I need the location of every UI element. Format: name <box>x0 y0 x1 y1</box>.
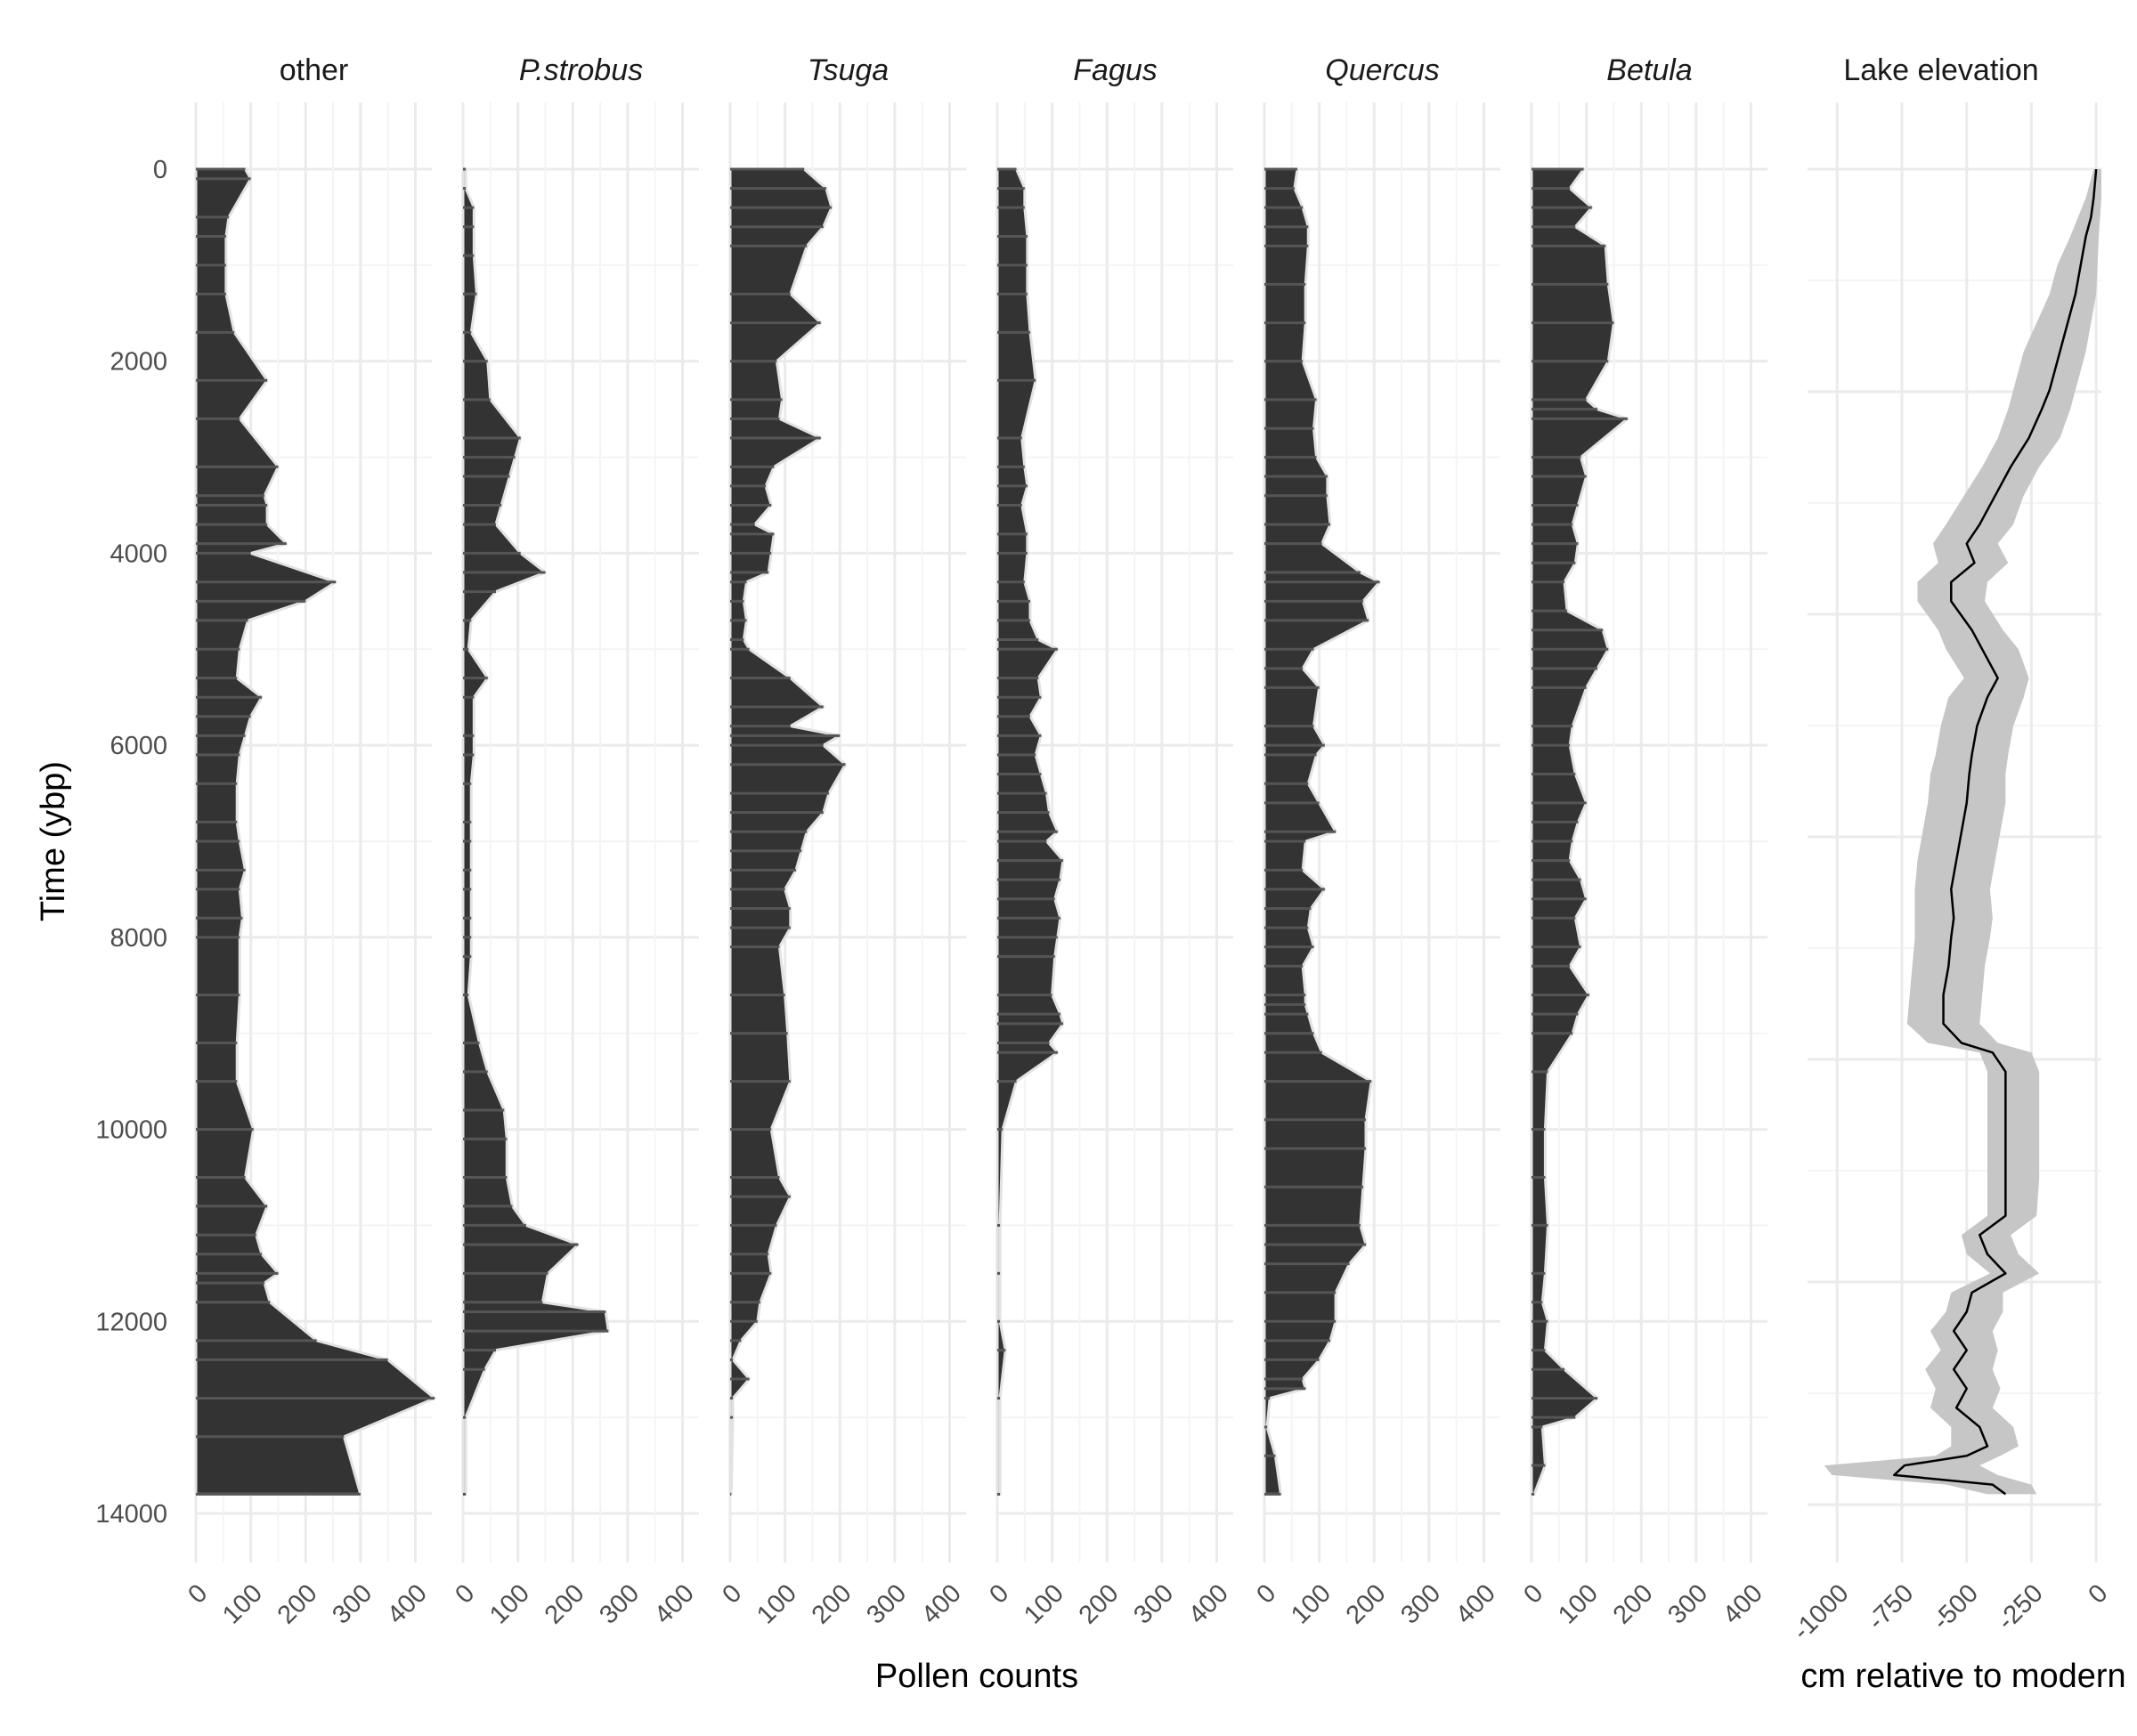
x-tick-label: 100 <box>1553 1579 1604 1630</box>
x-tick-label: 200 <box>1341 1579 1392 1630</box>
x-tick-label-elevation: -1000 <box>1788 1579 1855 1646</box>
panel-other: other 0 100 200 300 400 <box>183 53 436 1630</box>
panel-betula: Betula 0 100 200 300 400 <box>1518 53 1768 1630</box>
strip-label-p-strobus: P.strobus <box>519 53 643 87</box>
x-axis-title-elevation: cm relative to modern <box>1800 1658 2125 1695</box>
x-tick-label: 100 <box>1286 1579 1337 1630</box>
area-other <box>194 167 436 1496</box>
area-betula <box>1530 167 1629 1496</box>
x-tick-label-elevation: -500 <box>1927 1579 1984 1636</box>
x-tick-label: 300 <box>594 1579 645 1630</box>
x-tick-label: 400 <box>1718 1579 1768 1630</box>
y-axis-title: Time (ybp) <box>35 761 72 921</box>
x-axis-title-pollen: Pollen counts <box>875 1658 1078 1695</box>
x-tick-label: 100 <box>752 1579 802 1630</box>
panel-p-strobus: P.strobus 0 100 200 300 400 <box>450 53 700 1630</box>
x-tick-label: 300 <box>861 1579 912 1630</box>
x-tick-label: 300 <box>1662 1579 1713 1630</box>
x-tick-label: 300 <box>1128 1579 1179 1630</box>
x-tick-label: 200 <box>540 1579 590 1630</box>
strip-label-quercus: Quercus <box>1325 53 1440 87</box>
strip-label-fagus: Fagus <box>1073 53 1158 87</box>
elevation-line <box>1893 168 2098 1496</box>
x-tick-label: 400 <box>1450 1579 1501 1630</box>
x-tick-label: 400 <box>1183 1579 1234 1630</box>
panel-quercus: Quercus 0 100 200 300 400 <box>1251 53 1501 1630</box>
y-tick-label: 4000 <box>110 539 167 568</box>
x-tick-label-elevation: -750 <box>1863 1579 1920 1636</box>
x-tick-label: 0 <box>984 1579 1014 1610</box>
x-tick-label: 0 <box>183 1579 213 1610</box>
y-tick-label: 10000 <box>95 1116 167 1145</box>
x-tick-label: 200 <box>807 1579 857 1630</box>
y-tick-label: 14000 <box>95 1500 167 1529</box>
strip-label-betula: Betula <box>1606 53 1692 87</box>
x-tick-label: 100 <box>1019 1579 1069 1630</box>
x-tick-label: 0 <box>1251 1579 1281 1610</box>
y-tick-label: 8000 <box>110 924 167 953</box>
y-tick-label: 12000 <box>95 1308 167 1336</box>
x-tick-label-elevation: 0 <box>2083 1579 2113 1610</box>
panel-lake-elevation: Lake elevation -1000 -750 -500 -250 0 <box>1788 53 2114 1646</box>
x-tick-label: 400 <box>649 1579 700 1630</box>
strip-label-lake-elevation: Lake elevation <box>1843 53 2038 87</box>
y-tick-label: 2000 <box>110 348 167 377</box>
x-tick-label: 300 <box>327 1579 378 1630</box>
x-tick-label: 400 <box>916 1579 967 1630</box>
y-tick-label: 6000 <box>110 732 167 760</box>
x-tick-label: 200 <box>1074 1579 1125 1630</box>
x-tick-label: 400 <box>382 1579 433 1630</box>
x-tick-label: 0 <box>450 1579 480 1610</box>
x-tick-label: 200 <box>272 1579 323 1630</box>
panel-fagus: Fagus 0 100 200 300 400 <box>984 53 1234 1630</box>
x-tick-label: 200 <box>1608 1579 1659 1630</box>
x-tick-label: 100 <box>217 1579 268 1630</box>
panel-tsuga: Tsuga 0 100 200 300 400 <box>717 53 967 1630</box>
elevation-ribbon <box>1824 169 2101 1495</box>
x-tick-label: 0 <box>717 1579 747 1610</box>
x-tick-label: 300 <box>1395 1579 1446 1630</box>
strip-label-tsuga: Tsuga <box>808 53 889 87</box>
x-tick-label: 100 <box>484 1579 535 1630</box>
x-tick-label: 0 <box>1518 1579 1548 1610</box>
y-tick-label: 0 <box>153 156 167 184</box>
area-p-strobus <box>461 167 610 1496</box>
strip-label-other: other <box>280 53 349 87</box>
y-axis: 0 2000 4000 6000 8000 10000 12000 14000 <box>95 156 167 1529</box>
x-tick-label-elevation: -250 <box>1992 1579 2049 1636</box>
